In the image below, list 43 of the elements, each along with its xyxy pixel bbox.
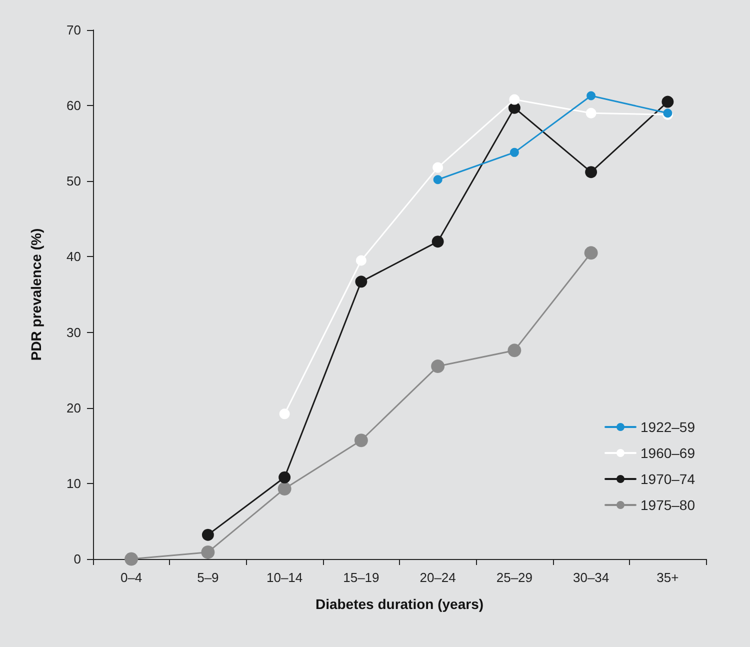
point xyxy=(508,344,522,358)
point xyxy=(279,408,290,420)
y-tick-label: 30 xyxy=(66,324,81,340)
x-axis-title: Diabetes duration (years) xyxy=(315,596,484,612)
point xyxy=(433,175,442,184)
x-tick-label: 20–24 xyxy=(420,570,456,585)
x-tick-label: 10–14 xyxy=(266,570,303,585)
y-tick-label: 60 xyxy=(66,98,81,114)
y-axis-title: PDR prevalence (%) xyxy=(28,228,44,361)
y-tick-label: 40 xyxy=(66,249,81,264)
x-tick-label: 15–19 xyxy=(343,570,380,585)
point xyxy=(584,246,598,260)
point xyxy=(356,255,366,266)
point xyxy=(355,276,368,288)
x-tick-label: 0–4 xyxy=(120,570,142,585)
point xyxy=(201,545,215,559)
y-tick-label: 20 xyxy=(66,400,81,416)
point xyxy=(585,166,598,178)
point xyxy=(354,434,368,448)
point xyxy=(432,236,444,248)
y-tick-label: 70 xyxy=(66,22,81,38)
point xyxy=(278,482,292,496)
x-tick-label: 25–29 xyxy=(496,570,533,585)
y-tick-label: 10 xyxy=(66,476,81,491)
legend-label: 1960–69 xyxy=(640,445,696,461)
point xyxy=(431,360,445,374)
point xyxy=(662,96,674,108)
point xyxy=(586,108,596,118)
x-tick-label: 35+ xyxy=(656,570,679,585)
legend-label: 1922–59 xyxy=(640,419,696,435)
point xyxy=(432,162,444,173)
y-tick-label: 50 xyxy=(66,174,81,189)
point xyxy=(202,528,214,541)
x-tick-label: 30–34 xyxy=(572,570,610,585)
point xyxy=(278,471,291,484)
x-tick-label: 5–9 xyxy=(197,570,219,585)
legend-label: 1975–80 xyxy=(640,497,696,513)
point xyxy=(509,94,520,105)
point xyxy=(124,552,138,566)
y-tick-label: 0 xyxy=(74,552,81,566)
point xyxy=(510,148,519,157)
legend-label: 1970–74 xyxy=(640,471,696,487)
point xyxy=(586,91,596,100)
